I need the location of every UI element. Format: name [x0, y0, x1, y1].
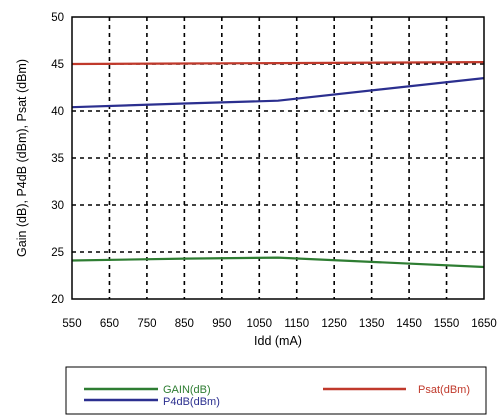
- x-tick-label: 750: [137, 318, 156, 330]
- x-tick-label: 1450: [396, 318, 422, 330]
- x-tick-labels: 550 650 750 850 950 1050 1150 1250 1350 1450 1550 1…: [62, 318, 496, 330]
- x-tick-label: 1150: [284, 318, 309, 330]
- y-axis-title: Gain (dB), P4dB (dBm), Psat (dBm): [15, 59, 29, 257]
- series-line-gain-db-: [71, 256, 485, 269]
- x-axis-title: Idd (mA): [254, 334, 302, 348]
- y-tick-label: 30: [51, 200, 64, 212]
- x-tick-label: 850: [175, 318, 194, 330]
- series-lines: [71, 61, 485, 269]
- x-tick-label: 650: [100, 318, 119, 330]
- y-tick-label: 25: [51, 247, 64, 259]
- y-tick-label: 40: [51, 106, 64, 118]
- legend-label-p4db-dbm-: P4dB(dBm): [163, 396, 220, 408]
- legend-label-psat-dbm-: Psat(dBm): [418, 384, 470, 396]
- legend-label-gain-db-: GAIN(dB): [163, 384, 211, 396]
- y-tick-label: 45: [51, 59, 64, 71]
- legend: GAIN(dB)P4dB(dBm) Psat(dBm): [84, 384, 470, 408]
- legend-box: [65, 366, 487, 415]
- x-tick-label: 1650: [471, 318, 497, 330]
- x-tick-label: 1350: [359, 318, 385, 330]
- x-tick-label: 550: [62, 318, 81, 330]
- series-line-p4db-dbm-: [71, 77, 485, 109]
- y-tick-label: 20: [51, 294, 64, 306]
- series-line-psat-dbm-: [71, 61, 485, 66]
- x-tick-label: 1250: [321, 318, 347, 330]
- x-tick-label: 1050: [246, 318, 272, 330]
- y-tick-labels: 20 25 30 35 40 45 50: [51, 12, 64, 306]
- y-tick-label: 50: [51, 12, 64, 24]
- x-tick-label: 950: [212, 318, 231, 330]
- grid-lines: [72, 17, 484, 299]
- y-tick-label: 35: [51, 153, 64, 165]
- plot-frame: [71, 16, 485, 300]
- x-tick-label: 1550: [434, 318, 460, 330]
